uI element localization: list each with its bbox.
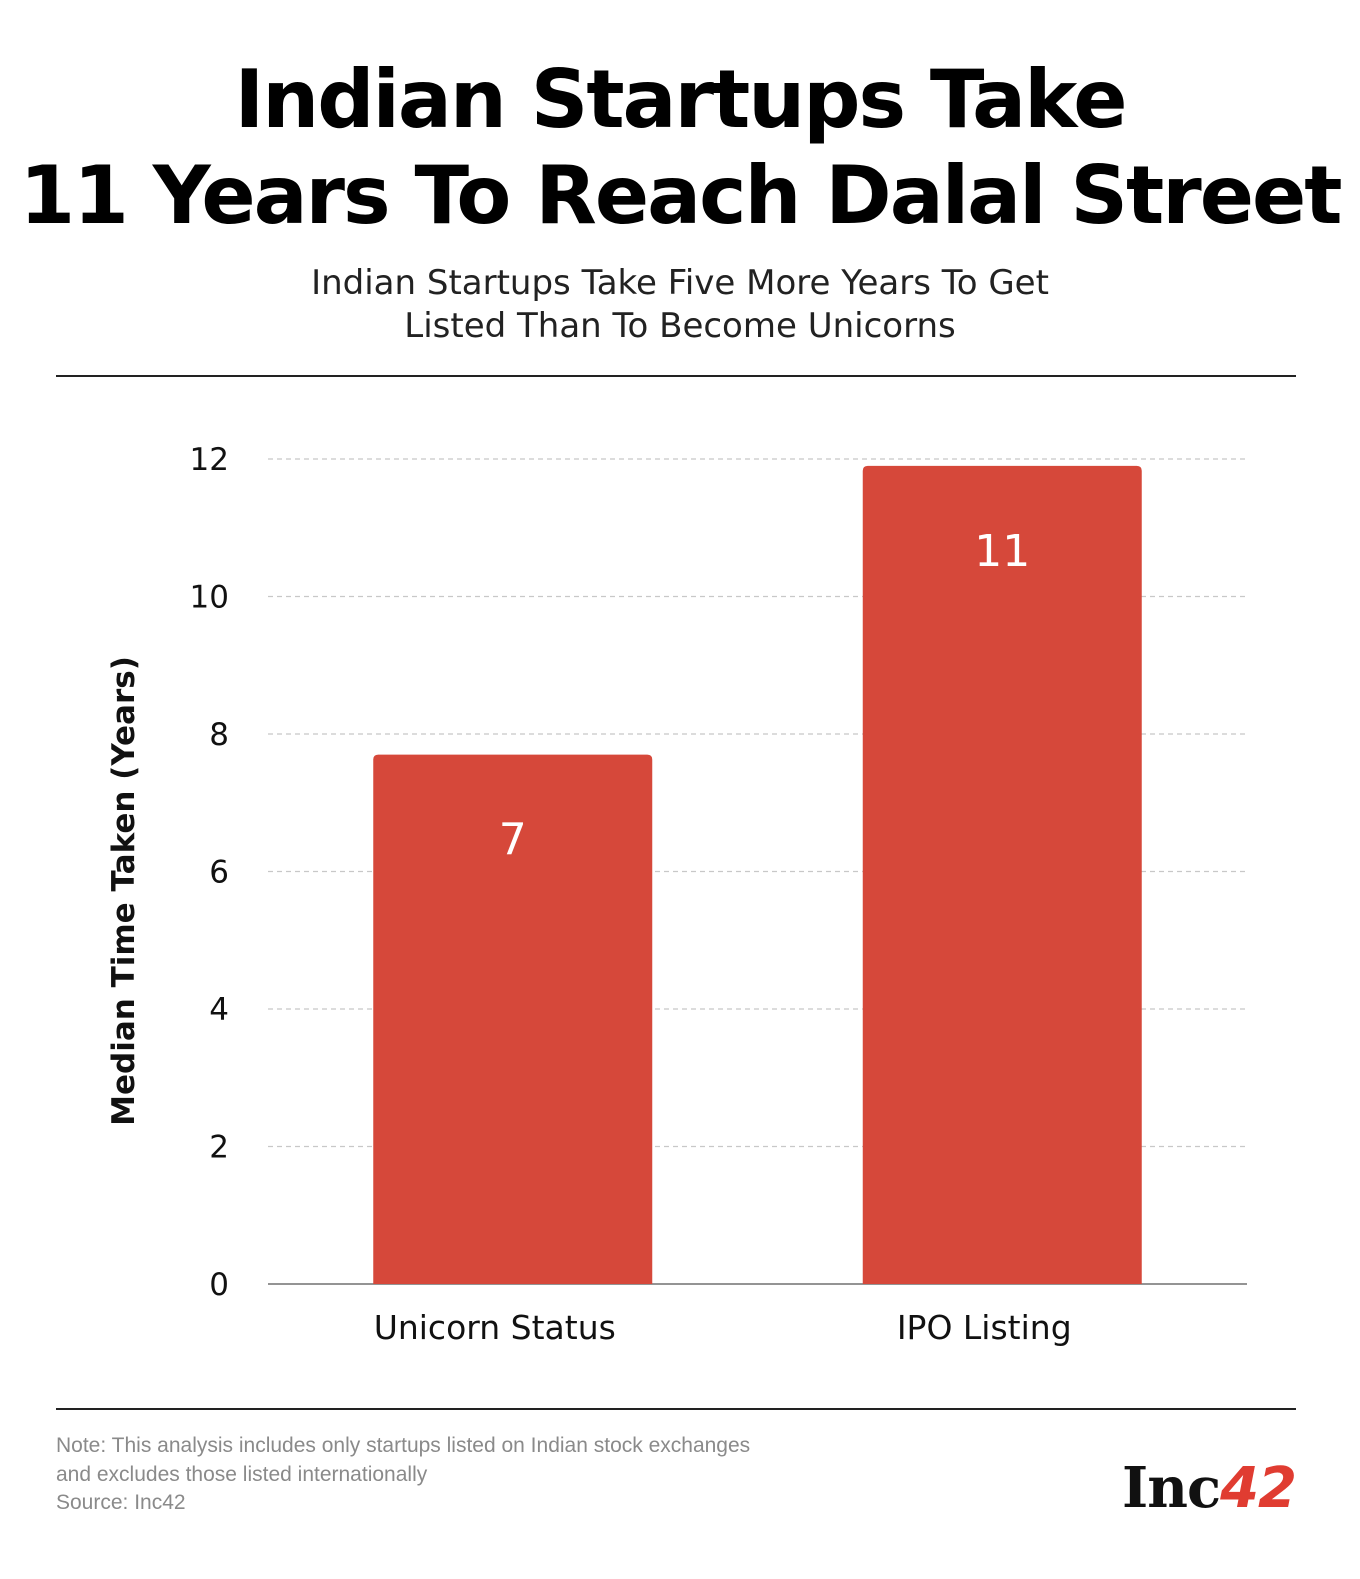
bar-data-label: 7 [499, 815, 527, 866]
title-line-2: 11 Years To Reach Dalal Street [19, 149, 1343, 242]
bar-data-label: 11 [974, 526, 1030, 577]
chart-subtitle: Indian Startups Take Five More Years To … [0, 262, 1360, 348]
bar-unicorn-status [373, 754, 653, 1284]
bar-ipo-listing [862, 465, 1142, 1284]
subtitle-line-2: Listed Than To Become Unicorns [404, 306, 956, 346]
y-tick-label: 8 [209, 717, 229, 753]
x-tick-label: Unicorn Status [374, 1308, 616, 1347]
y-tick-label: 4 [209, 992, 229, 1028]
logo-number: 42 [1220, 1456, 1297, 1521]
y-tick-label: 10 [190, 580, 229, 616]
top-divider [56, 375, 1296, 377]
logo-text: Inc [1122, 1455, 1221, 1521]
chart-title: Indian Startups Take 11 Years To Reach D… [0, 52, 1360, 244]
bottom-divider [56, 1408, 1296, 1410]
y-tick-label: 2 [209, 1130, 229, 1166]
y-tick-label: 6 [209, 855, 229, 891]
footer-note: Note: This analysis includes only startu… [56, 1432, 750, 1518]
note-line-1: Note: This analysis includes only startu… [56, 1434, 751, 1457]
chart-labels: 0 2 4 6 8 10 12 Median Time Taken (Years) 7 Unico… [106, 442, 1072, 1347]
y-axis-title: Median Time Taken (Years) [106, 656, 142, 1126]
y-tick-label: 0 [209, 1267, 229, 1303]
inc42-logo: Inc42 [1122, 1455, 1297, 1521]
title-line-1: Indian Startups Take [234, 53, 1128, 146]
bars [373, 465, 1142, 1284]
y-tick-label: 12 [190, 442, 229, 478]
note-line-2: and excludes those listed internationall… [56, 1462, 428, 1486]
source-text: Source: Inc42 [56, 1491, 186, 1514]
x-tick-label: IPO Listing [897, 1308, 1072, 1347]
bar-chart: 0 2 4 6 8 10 12 Median Time Taken (Years) 7 Unico… [106, 442, 1247, 1347]
subtitle-line-1: Indian Startups Take Five More Years To … [311, 263, 1049, 303]
